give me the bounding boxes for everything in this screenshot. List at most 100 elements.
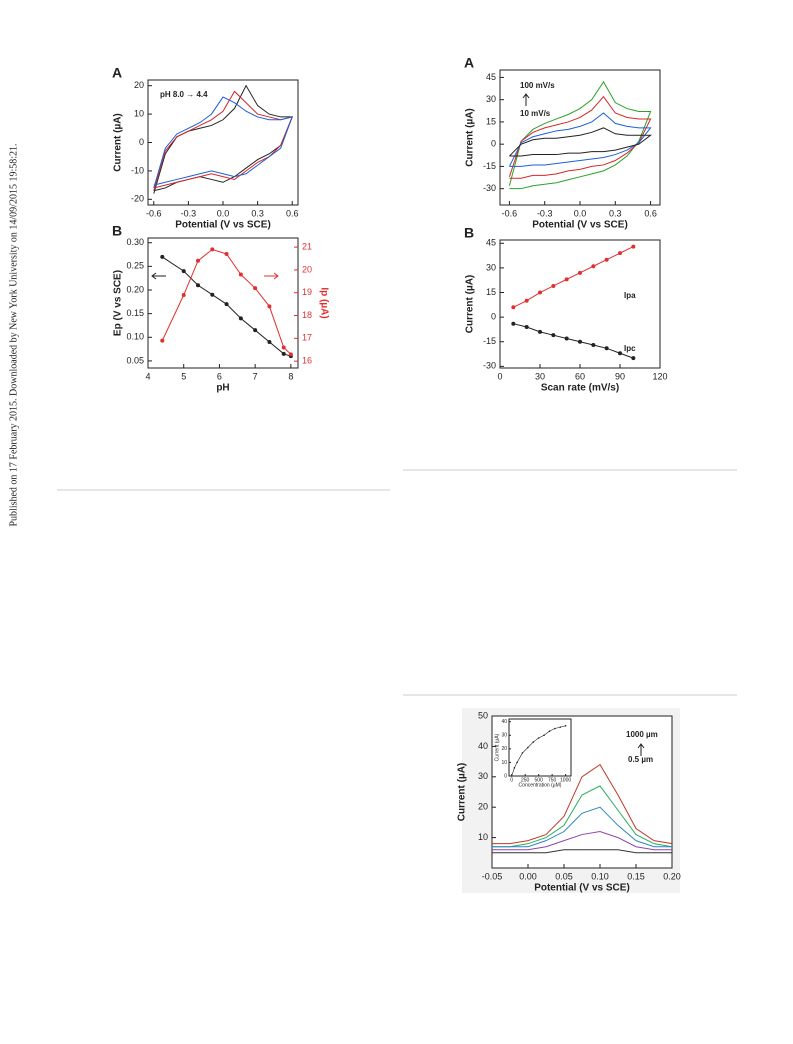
marker <box>253 286 258 291</box>
marker <box>281 351 286 356</box>
y-tick-label: -20 <box>131 194 144 204</box>
marker <box>532 741 535 743</box>
marker <box>210 292 215 297</box>
x-tick-label: 0.00 <box>519 871 537 881</box>
x-tick-label: 0.6 <box>644 208 657 218</box>
marker <box>631 356 636 361</box>
y-tick-label: 0 <box>504 773 507 779</box>
marker <box>524 324 529 329</box>
y-tick-label: 20 <box>478 802 488 812</box>
y-tick-label: -10 <box>131 165 144 175</box>
x-axis-label: Potential (V vs SCE) <box>534 883 630 894</box>
y-tick-label: 15 <box>486 287 496 297</box>
annotation: 100 mV/s <box>520 81 555 90</box>
x-tick-label: 0.0 <box>217 208 230 218</box>
marker <box>564 277 569 282</box>
marker <box>181 293 186 298</box>
y-tick-label: -15 <box>483 336 496 346</box>
y-tick-label: 0 <box>491 312 496 322</box>
y-tick-label: 30 <box>501 733 507 739</box>
x-axis-label: pH <box>216 383 229 394</box>
y-tick-label: -15 <box>483 161 496 171</box>
y-tick-label: 0.25 <box>126 261 144 271</box>
marker <box>554 727 556 730</box>
marker <box>253 328 258 333</box>
panel-label: B <box>112 223 122 239</box>
series-line <box>162 256 292 357</box>
marker <box>548 730 551 733</box>
x-tick-label: -0.6 <box>146 208 162 218</box>
marker <box>578 339 582 344</box>
x-tick-label: 0.6 <box>286 208 299 218</box>
y2-axis-label: Ip (µA) <box>318 287 329 318</box>
marker <box>564 336 569 341</box>
marker <box>564 724 567 727</box>
y-tick-label: -30 <box>483 361 496 371</box>
marker <box>559 726 562 728</box>
panel-label: B <box>464 225 474 241</box>
y-axis-label: Ep (V vs SCE) <box>113 270 124 336</box>
x-tick-label: 90 <box>615 371 625 381</box>
y-axis-label: Current (µA) <box>465 108 476 167</box>
series-line <box>509 127 653 157</box>
y-tick-label: 10 <box>501 760 507 766</box>
x-tick-label: -0.3 <box>537 208 553 218</box>
y-tick-label: 15 <box>486 116 496 126</box>
series-line <box>508 80 652 190</box>
series-line <box>153 96 294 189</box>
marker <box>281 345 286 350</box>
arrows <box>151 93 645 756</box>
marker <box>267 340 272 344</box>
marker <box>604 257 609 262</box>
series-line <box>492 785 673 848</box>
annotation: 1000 µm <box>626 730 658 739</box>
marker <box>238 316 243 321</box>
y-tick-label: 30 <box>486 262 496 272</box>
y-tick-label: 0.30 <box>126 237 144 247</box>
x-tick-label: 30 <box>535 371 545 381</box>
y-tick-label: 0 <box>139 137 144 147</box>
x-tick-label: -0.05 <box>482 871 503 881</box>
y-tick-label: 30 <box>486 94 496 104</box>
marker <box>618 351 622 356</box>
frame <box>147 237 299 369</box>
y2-tick-label: 21 <box>302 241 312 251</box>
marker <box>524 298 529 303</box>
marker <box>604 346 609 351</box>
x-tick-label: 6 <box>217 371 222 381</box>
marker <box>578 270 582 275</box>
marker <box>521 752 524 754</box>
x-tick-label: 0.3 <box>251 208 264 218</box>
marker <box>288 352 293 357</box>
frame <box>499 69 661 206</box>
marker <box>238 272 243 277</box>
marker <box>160 338 165 343</box>
marker <box>210 247 215 252</box>
marker <box>181 269 186 274</box>
series-line <box>492 763 673 845</box>
annotation: Ipa <box>624 291 636 300</box>
annotation: Ipc <box>624 344 636 353</box>
series-line <box>508 95 652 179</box>
y-tick-label: 45 <box>486 238 496 248</box>
marker <box>527 746 529 749</box>
marker <box>511 321 516 326</box>
x-tick-label: 0 <box>497 371 502 381</box>
x-tick-label: 0 <box>510 777 513 783</box>
x-axis-label: Concentration (µM) <box>519 782 562 788</box>
y-tick-label: 0.20 <box>126 284 144 294</box>
x-tick-label: 1000 <box>560 777 571 783</box>
marker <box>551 283 556 288</box>
marker <box>543 734 545 737</box>
y-tick-label: 10 <box>134 108 144 118</box>
x-tick-label: 0.10 <box>591 871 609 881</box>
y2-tick-label: 17 <box>302 333 312 343</box>
frame <box>508 718 572 777</box>
series-line <box>508 112 652 167</box>
marker <box>267 304 272 309</box>
series-line <box>492 806 672 848</box>
marker <box>160 254 165 259</box>
y-tick-label: 0.15 <box>126 308 144 318</box>
frame <box>499 239 661 369</box>
